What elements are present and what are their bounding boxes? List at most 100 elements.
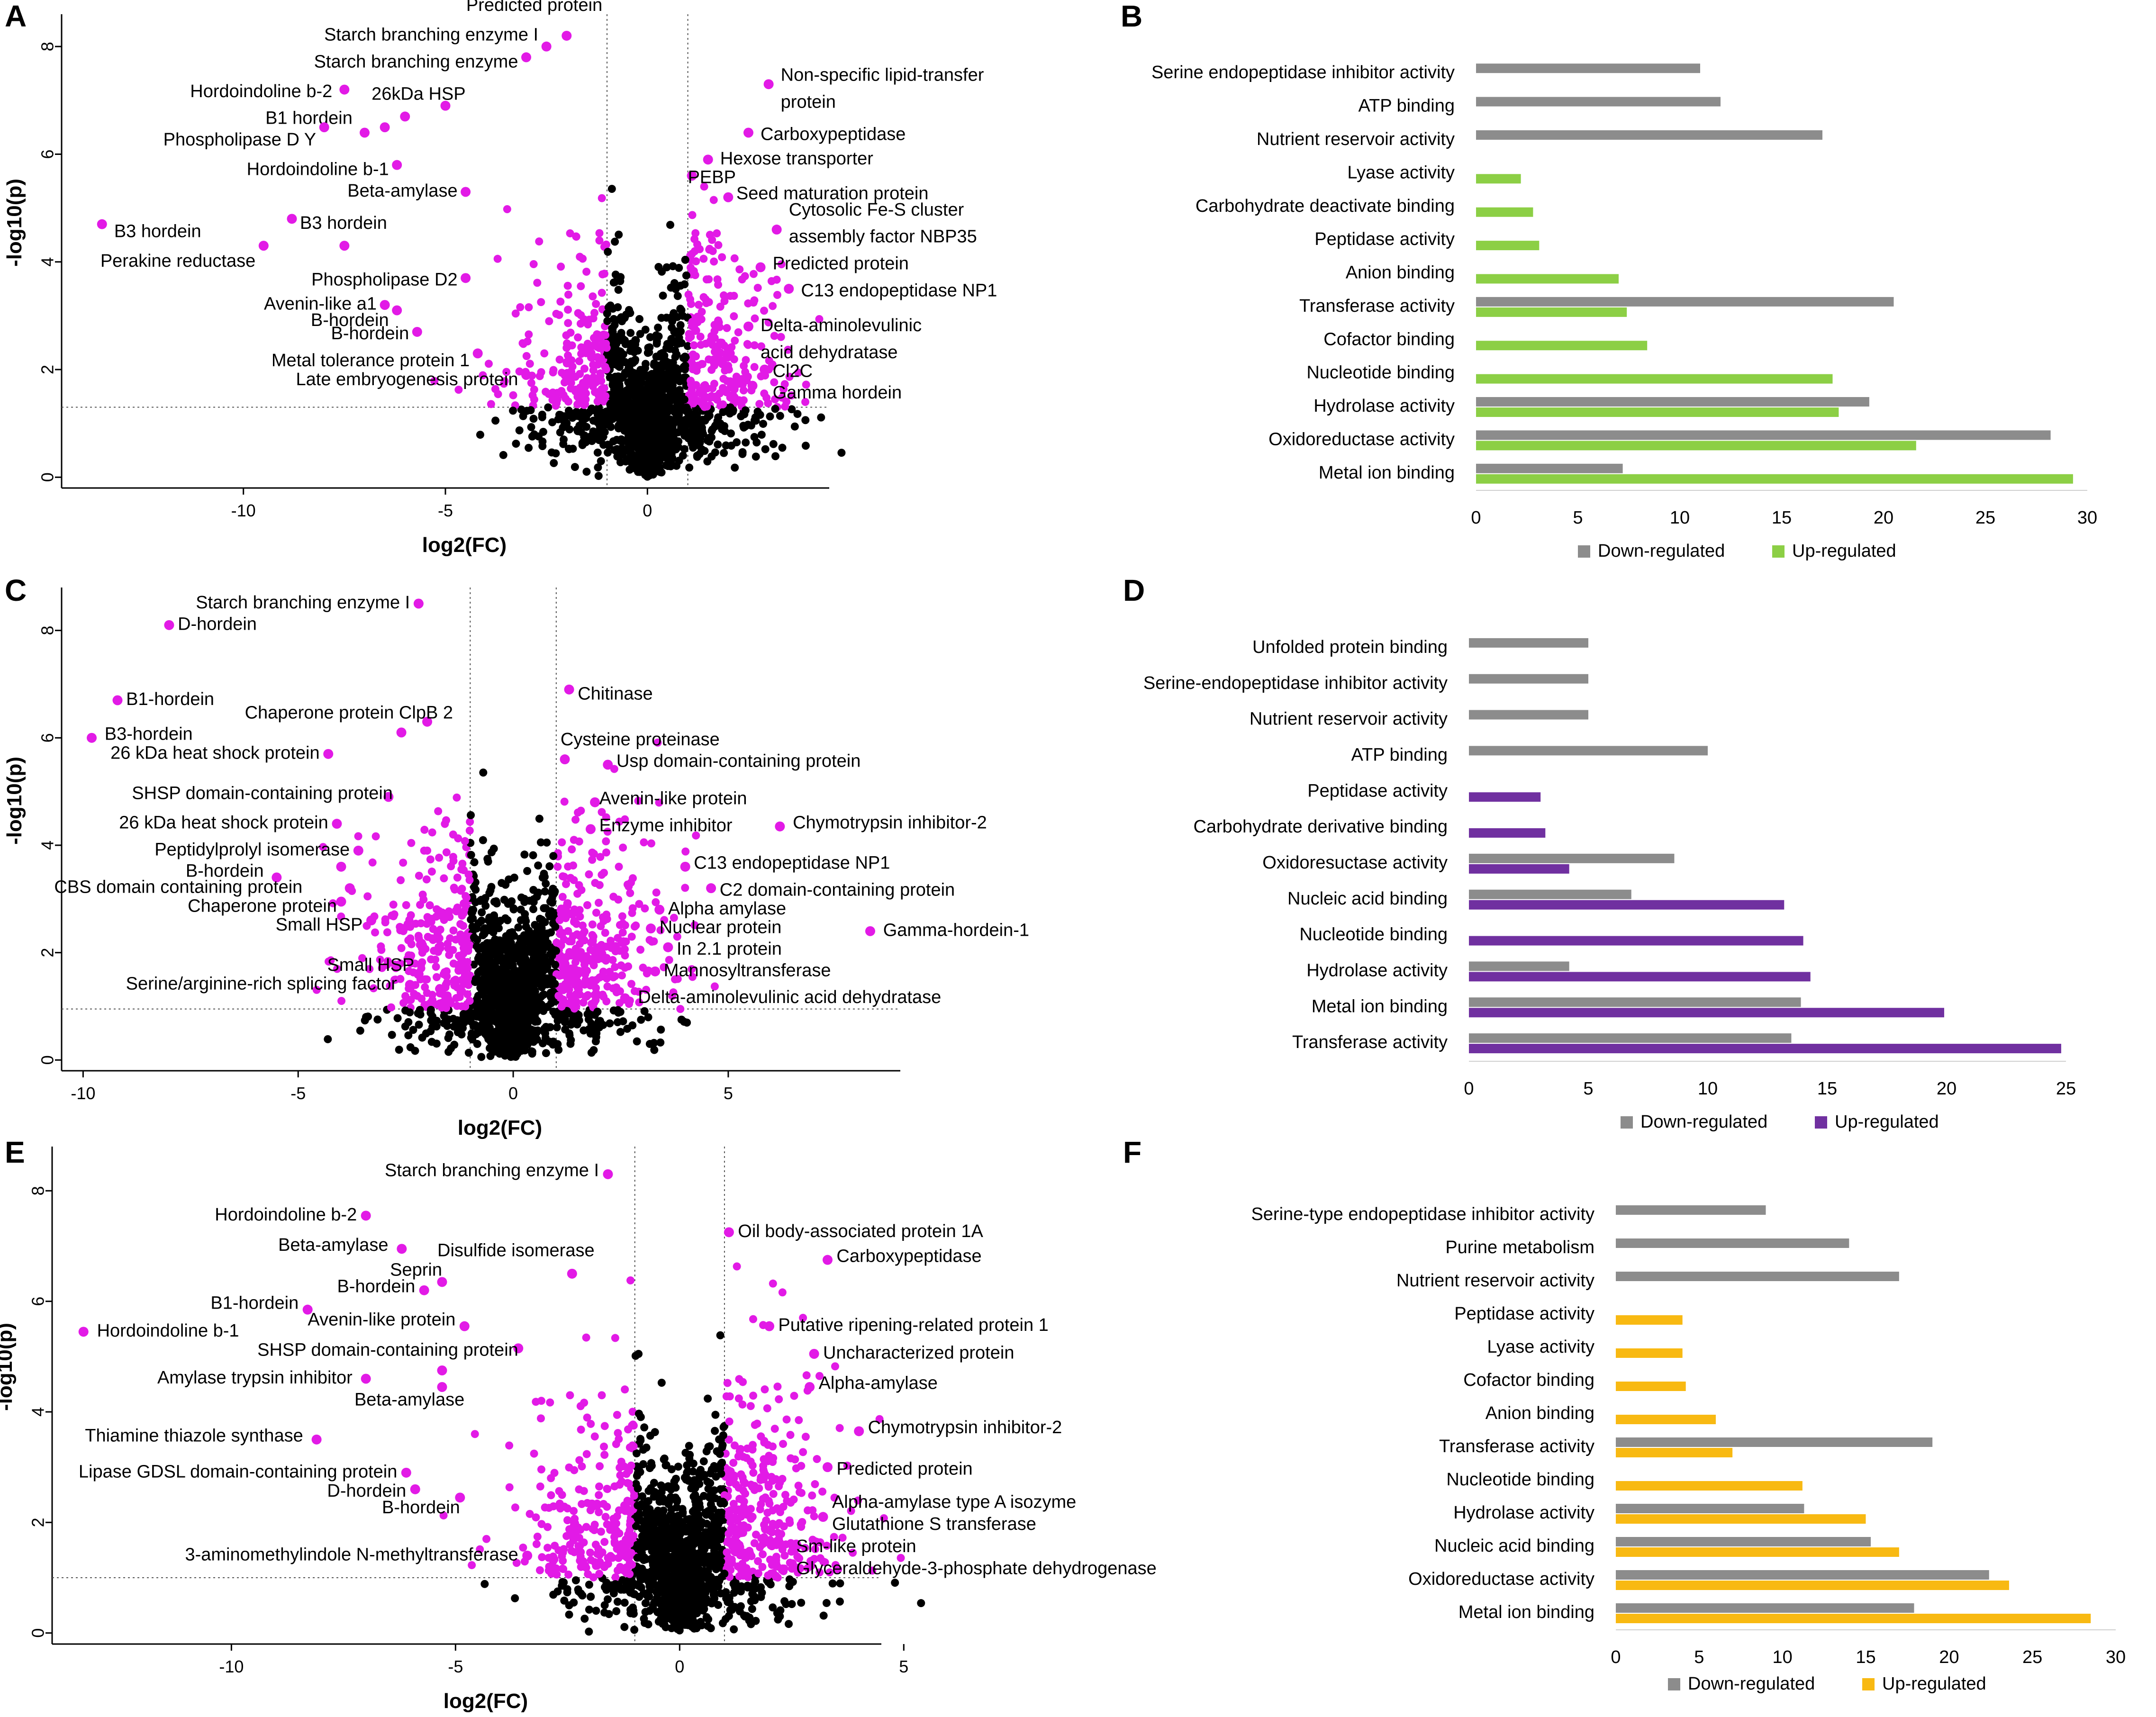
- point: [680, 395, 688, 404]
- point: [662, 263, 671, 271]
- significant-point: [458, 908, 467, 917]
- point: [612, 1607, 621, 1616]
- significant-point: [755, 400, 764, 408]
- point: [652, 352, 661, 361]
- significant-point: [665, 956, 673, 964]
- highlighted-point: [680, 861, 690, 872]
- significant-point: [427, 868, 436, 876]
- bar-down-regulated: [1469, 1033, 1792, 1043]
- point: [757, 431, 766, 439]
- significant-point: [592, 908, 600, 917]
- significant-point: [595, 1482, 604, 1491]
- point: [750, 416, 759, 425]
- point: [404, 1031, 413, 1039]
- point: [793, 410, 802, 418]
- bar-down-regulated: [1469, 853, 1675, 863]
- panel-label-b: B: [1121, 0, 1142, 33]
- significant-point: [572, 232, 580, 241]
- highlighted-point: [560, 754, 570, 765]
- point: [676, 305, 685, 313]
- point-label: acid dehydratase: [761, 343, 897, 362]
- significant-point: [640, 838, 648, 847]
- point-label: Small HSP: [327, 955, 415, 975]
- significant-point: [588, 976, 597, 985]
- point: [652, 390, 661, 399]
- point: [495, 1043, 504, 1051]
- point: [491, 1028, 500, 1036]
- significant-point: [555, 355, 564, 364]
- significant-point: [600, 384, 608, 392]
- point: [638, 372, 646, 380]
- y-tick-label: 6: [28, 1297, 48, 1306]
- significant-point: [430, 377, 439, 385]
- point: [479, 836, 487, 844]
- point: [681, 407, 690, 415]
- point: [501, 880, 510, 889]
- point-label: Carboxypeptidase: [761, 125, 906, 145]
- legend-swatch-down: [1578, 545, 1590, 558]
- point: [742, 438, 750, 447]
- bar-up-regulated: [1476, 374, 1833, 384]
- point-label: Cysteine proteinase: [561, 730, 720, 750]
- significant-point: [692, 367, 701, 375]
- significant-point: [801, 1433, 810, 1441]
- point: [707, 1503, 716, 1512]
- bar-chart-b: Serine endopeptidase inhibitor activityA…: [1151, 63, 2097, 561]
- point: [727, 442, 735, 450]
- significant-point: [529, 260, 538, 268]
- point: [529, 905, 537, 913]
- point: [597, 457, 605, 465]
- significant-point: [568, 362, 577, 371]
- point: [748, 1605, 756, 1613]
- significant-point: [516, 303, 525, 311]
- significant-point: [603, 1485, 612, 1493]
- significant-point: [487, 400, 495, 408]
- significant-point: [533, 1532, 542, 1541]
- point: [459, 1010, 468, 1019]
- point-label: C13 endopeptidase NP1: [801, 280, 997, 300]
- highlighted-point: [319, 122, 329, 133]
- point: [671, 285, 680, 293]
- significant-point: [530, 385, 538, 394]
- bar-down-regulated: [1469, 674, 1588, 684]
- highlighted-point: [405, 980, 415, 990]
- point: [659, 374, 667, 382]
- highlighted-point: [723, 192, 734, 202]
- highlighted-point: [87, 732, 97, 743]
- point-label: Delta-aminolevulinic acid dehydratase: [638, 987, 941, 1007]
- point-label: In 2.1 protein: [677, 939, 782, 959]
- significant-point: [600, 1422, 609, 1430]
- point: [516, 1000, 525, 1008]
- x-tick-label: 30: [2077, 508, 2097, 528]
- point: [719, 408, 727, 416]
- point: [529, 931, 538, 940]
- point: [499, 451, 507, 459]
- significant-point: [428, 991, 436, 999]
- bar-up-regulated: [1476, 341, 1648, 351]
- significant-point: [597, 354, 605, 362]
- x-tick-label: 10: [1698, 1079, 1718, 1099]
- significant-point: [571, 958, 580, 967]
- point: [468, 905, 477, 914]
- significant-point: [369, 984, 378, 993]
- point: [527, 1016, 535, 1024]
- bar-up-regulated: [1469, 864, 1569, 874]
- point: [535, 971, 544, 979]
- point-label: B1 hordein: [265, 108, 353, 128]
- point: [891, 1579, 899, 1587]
- significant-point: [749, 1469, 758, 1477]
- highlighted-point: [336, 896, 346, 907]
- significant-point: [587, 1556, 595, 1564]
- point: [679, 362, 688, 371]
- category-label: Peptidase activity: [1314, 229, 1455, 249]
- point: [672, 395, 680, 403]
- significant-point: [769, 302, 777, 310]
- point: [836, 1579, 844, 1588]
- significant-point: [557, 1003, 566, 1011]
- point: [561, 1018, 569, 1026]
- point: [666, 221, 675, 229]
- significant-point: [405, 916, 414, 924]
- significant-point: [383, 928, 391, 937]
- point-label: Starch branching enzyme: [314, 52, 518, 72]
- highlighted-point: [380, 300, 390, 310]
